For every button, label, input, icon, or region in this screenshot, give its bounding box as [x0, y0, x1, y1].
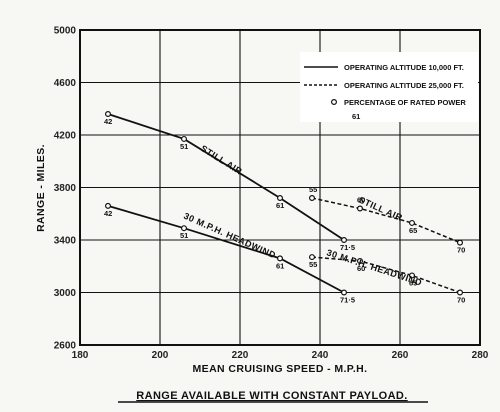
point-label: 61	[276, 201, 284, 210]
point-label: 55	[309, 185, 317, 194]
data-point	[341, 237, 348, 244]
data-point	[357, 205, 364, 212]
x-tick-label: 240	[312, 350, 329, 361]
series-line-3	[311, 256, 461, 294]
x-tick-label: 220	[232, 350, 249, 361]
legend-item-10000ft: OPERATING ALTITUDE 10,000 FT.	[344, 63, 464, 72]
point-label: 71·5	[340, 296, 355, 305]
y-tick-label: 4600	[54, 78, 77, 89]
point-label: 55	[309, 260, 317, 269]
series-line-1	[107, 205, 345, 294]
legend-item-power: PERCENTAGE OF RATED POWER	[344, 98, 466, 107]
point-label: 42	[104, 209, 112, 218]
x-tick-label: 200	[152, 350, 169, 361]
legend-item-25000ft: OPERATING ALTITUDE 25,000 FT.	[344, 81, 464, 90]
y-tick-label: 3400	[54, 236, 77, 247]
y-tick-label: 4200	[54, 131, 77, 142]
data-point	[409, 272, 416, 279]
point-label: 65	[409, 226, 417, 235]
x-tick-label: 260	[392, 350, 409, 361]
data-point	[277, 255, 284, 262]
point-label: 65	[409, 278, 417, 287]
series: 42 51 61 71·5 42 51 61 71·5 55 60 65 70 55 60 65 70	[104, 110, 465, 305]
data-point	[181, 135, 188, 142]
data-point	[357, 258, 364, 265]
y-axis-title: RANGE - MILES.	[35, 144, 47, 232]
point-label: 60	[357, 264, 365, 273]
x-tick-label: 280	[472, 350, 489, 361]
data-point	[309, 254, 316, 261]
data-point	[104, 202, 111, 209]
tick-labels: 180 200 220 240 260 280 2600 3000 3400 3800 4200 46…	[54, 26, 489, 362]
plot-frame	[79, 29, 481, 346]
point-label: 71·5	[340, 243, 355, 252]
legend-sample-label: 61	[352, 112, 360, 121]
data-point	[457, 239, 464, 246]
point-label: 60	[357, 196, 365, 205]
data-point	[409, 219, 416, 226]
grid	[79, 29, 481, 346]
data-point	[341, 289, 348, 296]
data-point	[104, 110, 111, 117]
data-point	[181, 225, 188, 232]
y-tick-label: 3800	[54, 183, 77, 194]
y-tick-label: 5000	[54, 26, 77, 37]
y-tick-label: 2600	[54, 341, 77, 352]
x-tick-label: 180	[72, 350, 89, 361]
data-point	[309, 195, 316, 202]
data-point	[457, 289, 464, 296]
legend: OPERATING ALTITUDE 10,000 FT. OPERATING …	[300, 52, 478, 122]
point-label: 42	[104, 117, 112, 126]
legend-marker	[331, 98, 338, 105]
point-label: 51	[180, 231, 188, 240]
point-label: 70	[457, 296, 465, 305]
x-axis-title: MEAN CRUISING SPEED - M.P.H.	[193, 363, 368, 375]
figure-caption: RANGE AVAILABLE WITH CONSTANT PAYLOAD.	[136, 390, 407, 402]
data-point	[277, 195, 284, 202]
point-label: 70	[457, 246, 465, 255]
point-label: 51	[180, 142, 188, 151]
point-label: 61	[276, 261, 284, 270]
y-tick-label: 3000	[54, 288, 77, 299]
series-line-0	[107, 113, 345, 241]
legend-box	[300, 52, 478, 122]
